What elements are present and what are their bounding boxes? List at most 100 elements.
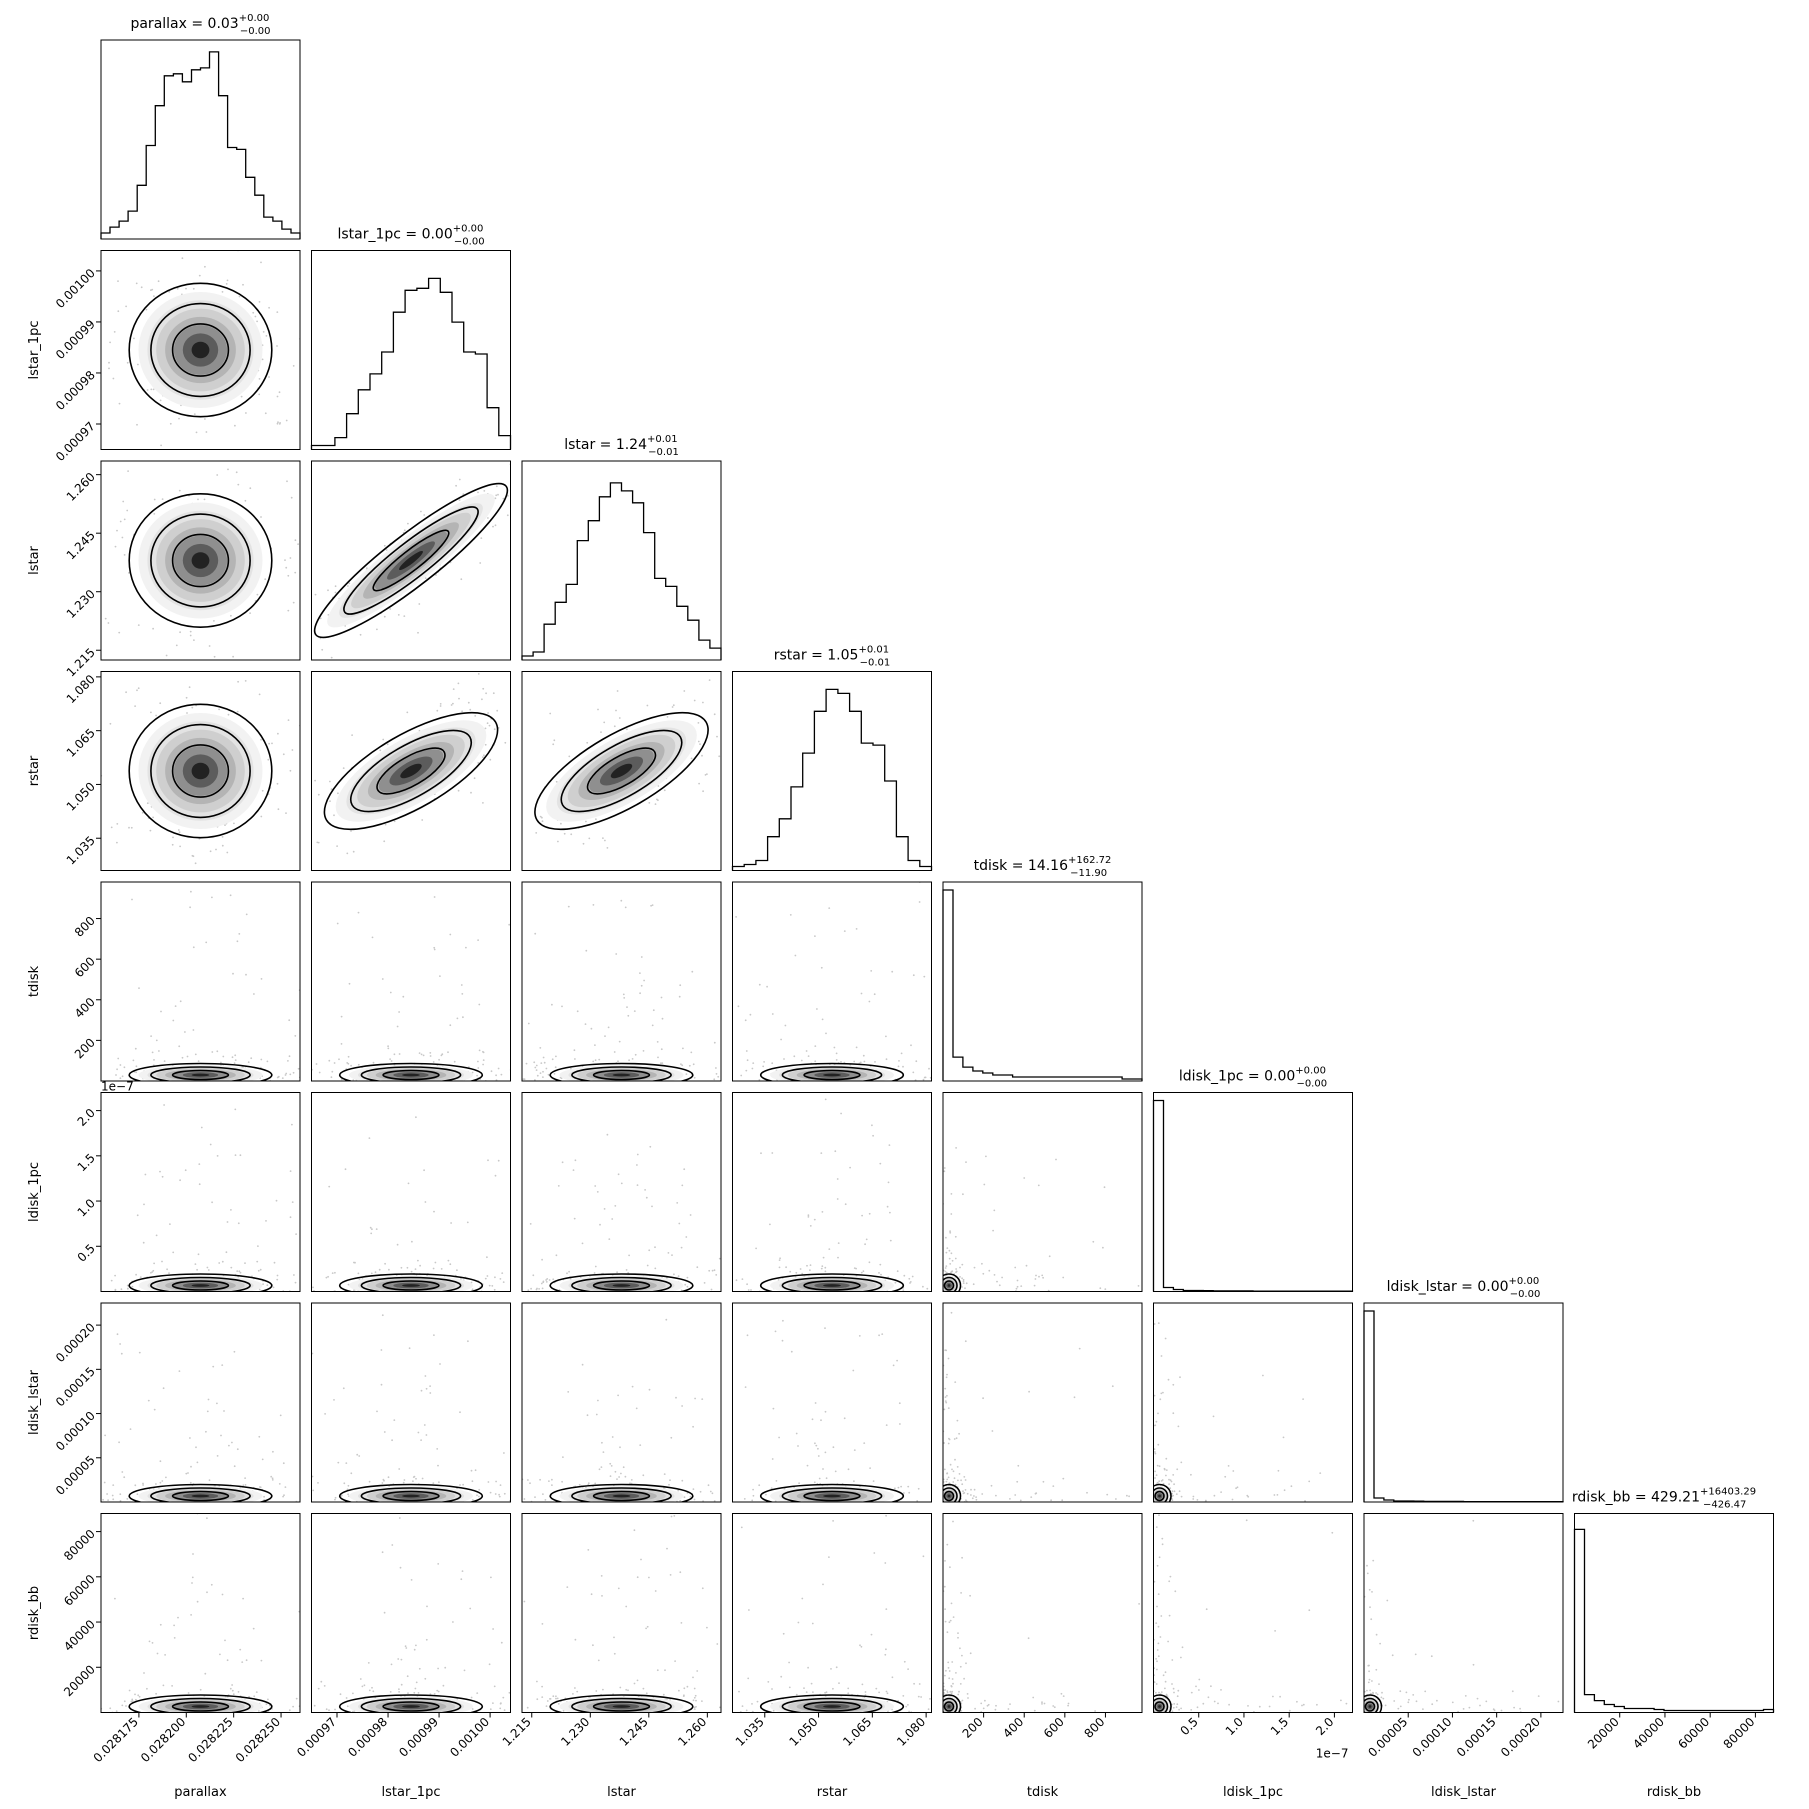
sample-point xyxy=(886,1205,889,1208)
sample-point xyxy=(460,578,463,581)
panel-frame xyxy=(521,1302,722,1503)
sample-point xyxy=(380,1383,383,1386)
sample-point xyxy=(494,1493,497,1495)
sample-point xyxy=(809,1261,811,1263)
sample-point xyxy=(557,1185,560,1187)
density-level xyxy=(823,1494,841,1498)
contour-line xyxy=(759,1062,905,1081)
sample-point xyxy=(581,1363,584,1366)
sample-point xyxy=(614,1205,617,1207)
sample-point xyxy=(483,490,486,492)
sample-point xyxy=(158,1050,160,1052)
sample-point xyxy=(88,1070,90,1072)
sample-point xyxy=(107,622,110,624)
sample-point xyxy=(693,1696,696,1699)
sample-point xyxy=(496,1495,498,1497)
sample-point xyxy=(679,1571,682,1574)
sample-point xyxy=(120,1288,123,1291)
sample-point xyxy=(788,1661,790,1664)
sample-point xyxy=(264,412,267,415)
sample-point xyxy=(200,1126,203,1129)
sample-point xyxy=(552,743,555,746)
sample-point xyxy=(460,984,463,986)
sample-point xyxy=(110,826,113,829)
sample-point xyxy=(226,279,229,282)
sample-point xyxy=(694,1397,696,1400)
sample-point xyxy=(495,1015,497,1017)
sample-point xyxy=(295,1697,298,1700)
sample-point xyxy=(735,1698,737,1700)
sample-point xyxy=(340,1043,343,1045)
sample-point xyxy=(944,1396,947,1398)
sample-point xyxy=(131,1698,134,1701)
sample-point xyxy=(983,1183,986,1186)
sample-point xyxy=(900,1485,902,1488)
sample-point xyxy=(592,1060,595,1063)
sample-point xyxy=(539,1478,541,1481)
sample-point xyxy=(276,311,279,313)
sample-point xyxy=(273,917,275,919)
sample-point xyxy=(1052,1705,1055,1707)
sample-point xyxy=(153,1262,156,1265)
sample-point xyxy=(946,1543,949,1546)
sample-point xyxy=(347,1484,350,1487)
sample-point xyxy=(221,1260,224,1263)
sample-point xyxy=(482,1051,485,1054)
sample-point xyxy=(65,1016,67,1018)
sample-point xyxy=(261,890,263,892)
sample-point xyxy=(518,489,520,491)
sample-point xyxy=(563,832,566,835)
sample-point xyxy=(367,1662,370,1664)
sample-point xyxy=(137,624,140,626)
sample-point xyxy=(328,1185,331,1188)
sample-point xyxy=(975,1270,977,1272)
contour-line xyxy=(128,492,273,628)
panel-frame xyxy=(1153,1302,1353,1503)
sample-point xyxy=(758,1058,760,1060)
sample-point xyxy=(493,1494,495,1496)
sample-point xyxy=(288,1019,291,1022)
sample-point xyxy=(513,831,515,833)
sample-point xyxy=(543,705,545,707)
sample-point xyxy=(809,1225,812,1227)
contour-line xyxy=(549,1694,694,1713)
sample-point xyxy=(232,972,234,975)
sample-point xyxy=(117,280,119,282)
sample-point xyxy=(825,1477,828,1480)
sample-point xyxy=(1331,1531,1334,1534)
sample-point xyxy=(343,1482,346,1485)
sample-point xyxy=(1103,1186,1106,1189)
sample-point xyxy=(1282,1436,1285,1439)
sample-point xyxy=(178,489,181,492)
sample-point xyxy=(554,1066,557,1069)
sample-point xyxy=(872,1480,875,1482)
sample-point xyxy=(1014,1494,1017,1496)
sample-point xyxy=(948,1437,950,1440)
sample-point xyxy=(709,1490,712,1493)
sample-point xyxy=(1041,1703,1043,1705)
sample-point xyxy=(279,1414,282,1417)
sample-point xyxy=(173,1624,176,1627)
sample-point xyxy=(986,1704,989,1707)
sample-point xyxy=(642,1474,645,1477)
sample-point xyxy=(114,1597,116,1600)
sample-point xyxy=(433,1693,436,1695)
sample-point xyxy=(118,1441,120,1444)
sample-point xyxy=(614,1470,617,1473)
sample-point xyxy=(1165,1474,1167,1477)
sample-point xyxy=(835,1059,838,1061)
sample-point xyxy=(774,1490,776,1492)
sample-point xyxy=(701,1587,704,1590)
sample-point xyxy=(639,1444,642,1446)
sample-point xyxy=(233,822,235,825)
sample-point xyxy=(272,1450,274,1453)
sample-point xyxy=(1159,1398,1162,1401)
sample-point xyxy=(712,1250,714,1252)
sample-point xyxy=(766,985,768,988)
sample-point xyxy=(212,1365,215,1368)
sample-point xyxy=(948,1257,951,1260)
sample-point xyxy=(368,1137,371,1139)
sample-point xyxy=(947,1667,950,1669)
sample-point xyxy=(907,1704,909,1706)
sample-point xyxy=(697,740,700,743)
